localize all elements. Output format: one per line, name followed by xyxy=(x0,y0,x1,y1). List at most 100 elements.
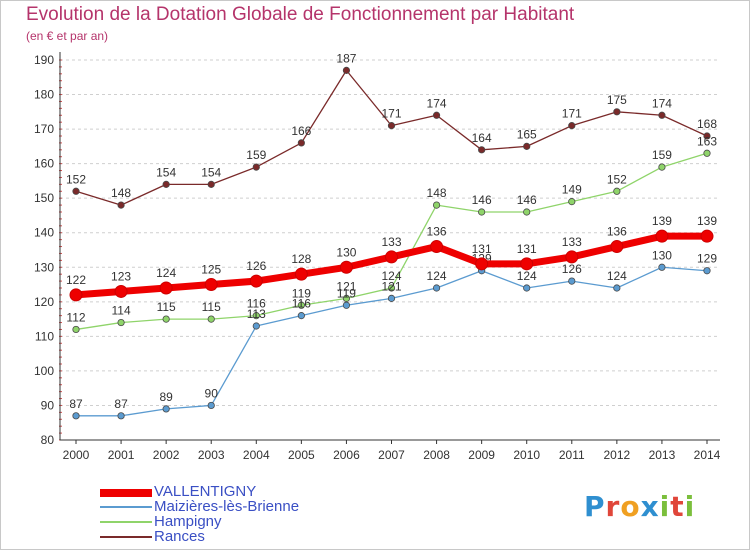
legend-label-vallentigny: VALLENTIGNY xyxy=(154,483,257,500)
data-label: 124 xyxy=(427,269,447,283)
data-point xyxy=(249,274,263,288)
data-label: 148 xyxy=(111,186,131,200)
data-point xyxy=(162,405,170,413)
legend-swatch-vallentigny xyxy=(100,489,152,497)
data-point xyxy=(117,412,125,420)
data-label: 139 xyxy=(652,214,672,228)
x-tick-label: 2012 xyxy=(604,448,631,462)
y-tick-label: 150 xyxy=(34,191,54,205)
data-label: 131 xyxy=(517,242,537,256)
x-tick-label: 2007 xyxy=(378,448,405,462)
data-label: 124 xyxy=(607,269,627,283)
data-label: 174 xyxy=(427,96,447,110)
x-tick-label: 2011 xyxy=(559,448,585,462)
data-label: 152 xyxy=(607,172,627,186)
data-point xyxy=(204,278,218,292)
data-label: 116 xyxy=(292,297,311,311)
data-point xyxy=(523,284,531,292)
data-point xyxy=(387,284,396,292)
data-point xyxy=(475,257,489,271)
data-label: 146 xyxy=(472,193,492,207)
data-label: 148 xyxy=(427,186,447,200)
data-point xyxy=(430,240,444,254)
data-point xyxy=(703,132,711,140)
data-label: 90 xyxy=(205,386,219,400)
data-label: 130 xyxy=(652,248,672,262)
data-point xyxy=(478,208,486,216)
y-tick-label: 120 xyxy=(34,295,54,309)
data-point xyxy=(159,281,173,295)
data-point xyxy=(658,263,666,271)
data-label: 187 xyxy=(336,51,356,65)
logo-letter: x xyxy=(640,490,660,523)
data-label: 121 xyxy=(336,279,356,293)
data-label: 131 xyxy=(472,242,492,256)
data-label: 130 xyxy=(336,245,356,259)
data-label: 136 xyxy=(427,225,447,239)
data-point xyxy=(658,111,666,119)
data-label: 146 xyxy=(517,193,537,207)
data-label: 174 xyxy=(652,96,672,110)
chart-title: Evolution de la Dotation Globale de Fonc… xyxy=(26,4,575,25)
data-point xyxy=(523,142,531,150)
data-label: 133 xyxy=(381,235,401,249)
data-label: 115 xyxy=(157,300,176,314)
x-tick-label: 2010 xyxy=(513,448,540,462)
data-label: 165 xyxy=(517,127,537,141)
data-point xyxy=(72,187,80,195)
data-point xyxy=(613,187,621,195)
data-point xyxy=(294,267,308,281)
data-label: 112 xyxy=(66,310,85,324)
data-point xyxy=(162,315,170,323)
data-point xyxy=(72,412,80,420)
data-point xyxy=(207,401,215,410)
data-point xyxy=(613,284,621,292)
data-label: 87 xyxy=(69,397,83,411)
data-label: 126 xyxy=(562,262,582,276)
data-point xyxy=(565,250,579,264)
data-label: 119 xyxy=(337,286,356,300)
data-point xyxy=(658,163,666,171)
data-label: 113 xyxy=(247,307,266,321)
logo-letter: i xyxy=(659,490,671,523)
series-vallentigny: 122 123 124 125 126 128 130 133 136 131 131 133 136 1… xyxy=(66,214,717,302)
data-point xyxy=(568,277,576,285)
data-point xyxy=(700,229,714,243)
data-label: 122 xyxy=(66,273,86,287)
data-point xyxy=(432,201,441,209)
data-point xyxy=(339,260,353,274)
data-point xyxy=(478,146,486,154)
y-tick-label: 170 xyxy=(34,122,54,136)
y-tick-label: 160 xyxy=(34,157,54,171)
data-point xyxy=(117,318,125,327)
y-tick-label: 130 xyxy=(34,260,54,274)
y-tick-label: 90 xyxy=(41,398,55,412)
chart-subtitle: (en € et par an) xyxy=(26,29,109,43)
data-point xyxy=(297,139,305,147)
data-label: 119 xyxy=(292,286,311,300)
x-tick-label: 2005 xyxy=(288,448,315,462)
data-label: 121 xyxy=(381,279,401,293)
data-label: 126 xyxy=(246,259,266,273)
data-point xyxy=(610,240,624,254)
data-label: 152 xyxy=(66,172,86,186)
data-point xyxy=(568,198,576,206)
data-point xyxy=(342,66,351,74)
data-point xyxy=(387,122,396,130)
data-label: 159 xyxy=(652,148,672,162)
legend-label-maizieres: Maizières-lès-Brienne xyxy=(154,498,300,515)
data-label: 159 xyxy=(246,148,266,162)
data-point xyxy=(613,108,621,116)
data-label: 139 xyxy=(697,214,717,228)
legend-swatch-hampigny xyxy=(100,521,152,523)
data-label: 114 xyxy=(112,304,131,318)
data-point xyxy=(117,201,125,209)
y-tick-label: 100 xyxy=(34,364,54,378)
data-label: 168 xyxy=(697,117,717,131)
data-label: 149 xyxy=(562,183,582,197)
data-label: 115 xyxy=(202,300,221,314)
data-point xyxy=(387,294,396,302)
x-tick-label: 2014 xyxy=(694,448,721,462)
